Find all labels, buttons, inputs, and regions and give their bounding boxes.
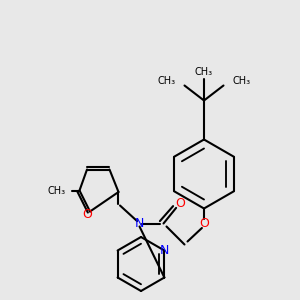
Text: N: N [135, 217, 144, 230]
Text: N: N [160, 244, 169, 257]
Text: O: O [199, 217, 209, 230]
Text: CH₃: CH₃ [48, 185, 66, 196]
Text: O: O [82, 208, 92, 221]
Text: O: O [175, 196, 185, 210]
Text: CH₃: CH₃ [158, 76, 175, 86]
Text: CH₃: CH₃ [195, 67, 213, 77]
Text: CH₃: CH₃ [232, 76, 250, 86]
